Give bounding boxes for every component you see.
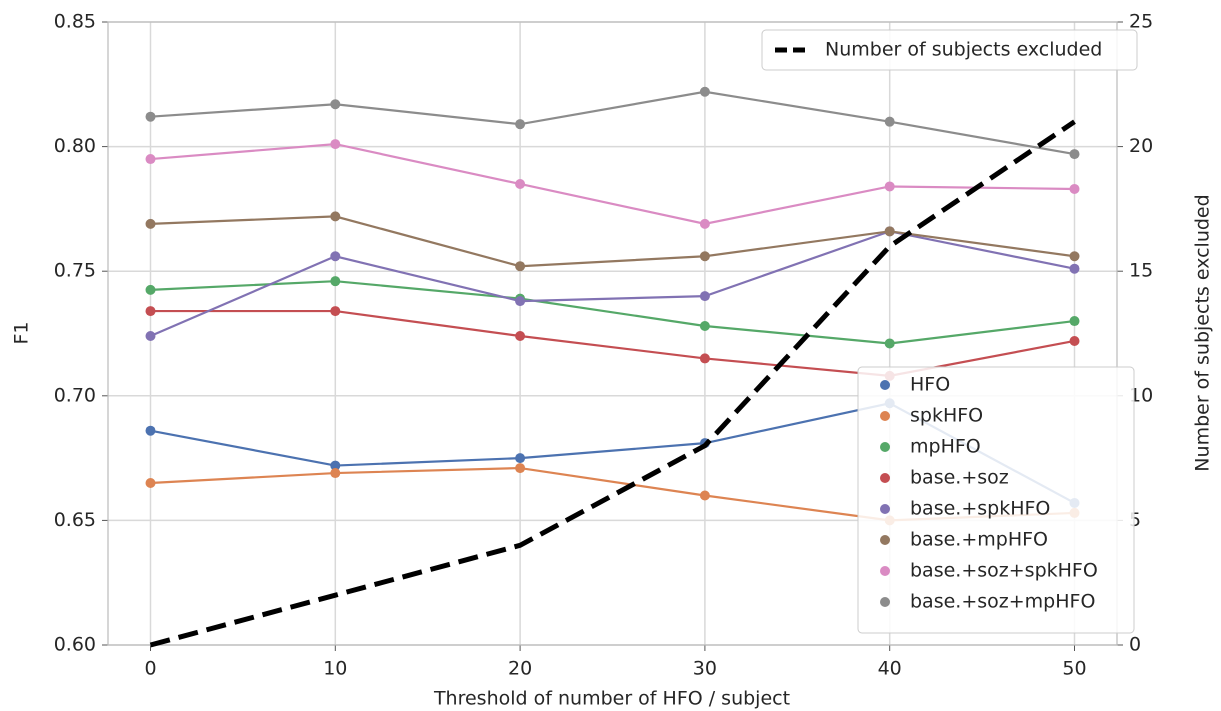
x-tick-label: 30 [693, 658, 717, 680]
x-tick-label: 50 [1062, 658, 1086, 680]
legend-label: HFO [910, 374, 950, 396]
legend-marker [880, 473, 890, 483]
data-point [330, 306, 341, 317]
plot-frame [107, 21, 1118, 646]
x-tick-label: 40 [878, 658, 902, 680]
data-point [515, 178, 526, 189]
data-point [1069, 316, 1080, 327]
y2-tick-label: 10 [1129, 384, 1153, 406]
x-tick-label: 0 [144, 658, 156, 680]
y-tick-label: 0.75 [54, 260, 96, 282]
legend-label: base.+soz+spkHFO [910, 560, 1098, 582]
data-point [145, 330, 156, 341]
data-point [330, 468, 341, 479]
data-point [884, 338, 895, 349]
data-point [145, 284, 156, 295]
legend-box [857, 366, 1135, 634]
data-point [1069, 251, 1080, 262]
data-point [699, 321, 710, 332]
series-line [150, 142, 1075, 225]
data-point [145, 154, 156, 165]
series-line [150, 90, 1075, 156]
data-point [330, 276, 341, 287]
y2-tick-label: 25 [1129, 11, 1153, 33]
y-axis-label: F1 [11, 321, 33, 344]
legend-label: base.+soz [910, 467, 1009, 489]
data-point [330, 460, 341, 471]
series-line [150, 215, 1075, 268]
data-point [699, 218, 710, 229]
data-point [884, 181, 895, 192]
y-tick-label: 0.70 [54, 384, 96, 406]
y-tick-label: 0.60 [54, 634, 96, 656]
data-point [1069, 335, 1080, 346]
x-tick-label: 10 [323, 658, 347, 680]
y2-tick-label: 15 [1129, 260, 1153, 282]
data-point [330, 251, 341, 262]
data-point [330, 139, 341, 150]
data-point [1069, 263, 1080, 274]
legend-label: base.+soz+mpHFO [910, 591, 1095, 613]
legend-label: Number of subjects excluded [825, 39, 1102, 61]
series-line [150, 230, 1075, 338]
y2-axis-label: Number of subjects excluded [1192, 194, 1214, 471]
legend-marker [880, 442, 890, 452]
legend-label: mpHFO [910, 436, 981, 458]
legend-box [761, 29, 1138, 71]
x-axis-label: Threshold of number of HFO / subject [433, 688, 790, 710]
y2-tick-label: 20 [1129, 135, 1153, 157]
data-point [884, 116, 895, 127]
legend-marker [880, 411, 890, 421]
data-point [699, 490, 710, 501]
y2-tick-label: 0 [1129, 634, 1141, 656]
data-point [145, 425, 156, 436]
legend-label: base.+mpHFO [910, 529, 1048, 551]
data-point [330, 211, 341, 222]
x-tick-label: 20 [508, 658, 532, 680]
y-tick-label: 0.85 [54, 11, 96, 33]
data-point [1069, 149, 1080, 160]
legend-marker [880, 535, 890, 545]
legend-label: base.+spkHFO [910, 498, 1050, 520]
data-point [515, 119, 526, 130]
data-point [145, 218, 156, 229]
data-point [699, 291, 710, 302]
legend-marker [880, 597, 890, 607]
series-line [150, 280, 1075, 345]
data-point [699, 86, 710, 97]
series-line [149, 119, 1076, 648]
data-point [515, 463, 526, 474]
data-point [515, 296, 526, 307]
data-point [145, 111, 156, 122]
legend-marker [880, 380, 890, 390]
data-point [145, 478, 156, 489]
data-point [699, 251, 710, 262]
legend-marker [880, 566, 890, 576]
series-line [150, 309, 1075, 377]
y-tick-label: 0.65 [54, 509, 96, 531]
data-point [515, 453, 526, 464]
y-tick-label: 0.80 [54, 135, 96, 157]
data-point [145, 306, 156, 317]
legend-label: spkHFO [910, 405, 983, 427]
data-point [515, 261, 526, 272]
data-point [515, 330, 526, 341]
data-point [884, 226, 895, 237]
data-point [699, 353, 710, 364]
legend-marker [880, 504, 890, 514]
data-point [330, 99, 341, 110]
data-point [1069, 183, 1080, 194]
